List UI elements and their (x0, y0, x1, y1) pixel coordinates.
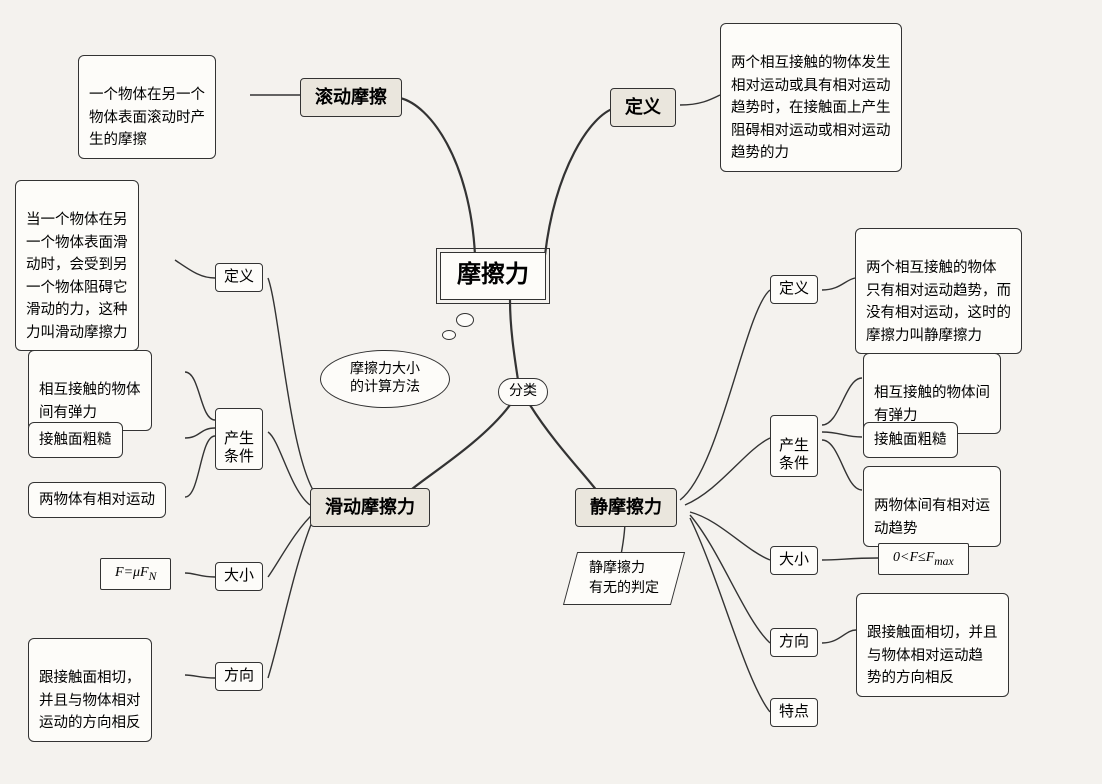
static-cond-2: 接触面粗糙 (863, 422, 958, 458)
static-cond-tag: 产生 条件 (770, 415, 818, 477)
classify-text: 分类 (509, 384, 537, 399)
sliding-dir-tag: 方向 (215, 662, 263, 691)
sliding-friction-label: 滑动摩擦力 (310, 488, 430, 527)
sliding-mag-formula: F=μFN (100, 558, 171, 590)
sliding-mag-tag: 大小 (215, 562, 263, 591)
sliding-cond-2: 接触面粗糙 (28, 422, 123, 458)
static-feature-tag: 特点 (770, 698, 818, 727)
sliding-cond-3: 两物体有相对运动 (28, 482, 166, 518)
center-topic: 摩擦力 (440, 252, 546, 300)
center-text: 摩擦力 (457, 262, 529, 288)
definition-desc: 两个相互接触的物体发生 相对运动或具有相对运动 趋势时，在接触面上产生 阻碍相对… (720, 23, 902, 172)
static-def-text: 两个相互接触的物体 只有相对运动趋势，而 没有相对运动，这时的 摩擦力叫静摩擦力 (855, 228, 1022, 354)
sliding-dir-text: 跟接触面相切， 并且与物体相对 运动的方向相反 (28, 638, 152, 742)
rolling-friction-label: 滚动摩擦 (300, 78, 402, 117)
static-mag-tag: 大小 (770, 546, 818, 575)
sliding-cond-1: 相互接触的物体 间有弹力 (28, 350, 152, 431)
static-mag-formula: 0<F≤Fmax (878, 543, 969, 575)
thought-bubble-2 (456, 313, 474, 327)
rolling-friction-desc: 一个物体在另一个 物体表面滚动时产 生的摩擦 (78, 55, 216, 159)
sliding-def-tag: 定义 (215, 263, 263, 292)
static-friction-label: 静摩擦力 (575, 488, 677, 527)
thought-bubble-1 (442, 330, 456, 340)
thought-node: 摩擦力大小 的计算方法 (320, 350, 450, 408)
sliding-cond-tag: 产生 条件 (215, 408, 263, 470)
thought-text: 摩擦力大小 的计算方法 (350, 362, 420, 395)
sliding-def-text: 当一个物体在另 一个物体表面滑 动时，会受到另 一个物体阻碍它 滑动的力，这种 … (15, 180, 139, 351)
static-def-tag: 定义 (770, 275, 818, 304)
classify-node: 分类 (498, 378, 548, 406)
static-cond-3: 两物体间有相对运 动趋势 (863, 466, 1001, 547)
static-dir-text: 跟接触面相切，并且 与物体相对运动趋 势的方向相反 (856, 593, 1009, 697)
static-dir-tag: 方向 (770, 628, 818, 657)
definition-label: 定义 (610, 88, 676, 127)
static-judge: 静摩擦力 有无的判定 (570, 552, 678, 605)
